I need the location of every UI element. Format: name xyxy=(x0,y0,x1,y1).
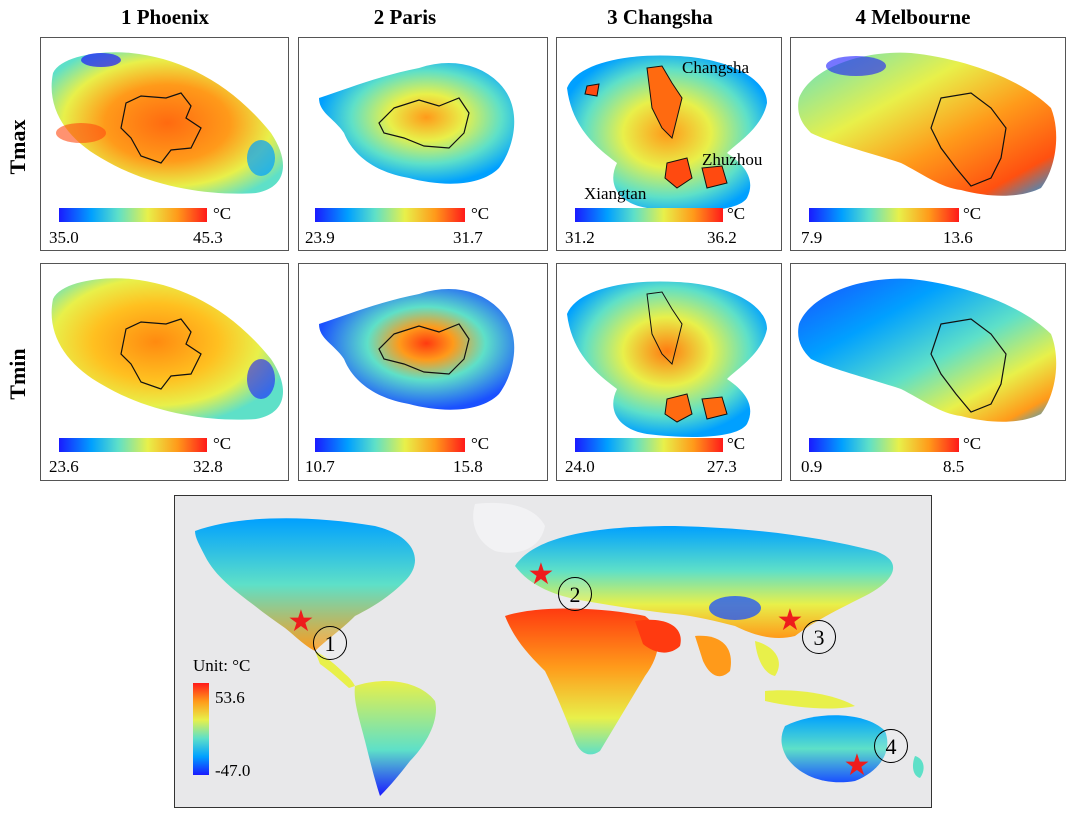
panel-changsha-tmin: °C 24.0 27.3 xyxy=(556,263,782,481)
heatmap-phoenix-tmax xyxy=(51,52,284,194)
max-changsha-tmax: 36.2 xyxy=(707,228,737,247)
panel-melbourne-tmax: °C 7.9 13.6 xyxy=(790,37,1066,251)
world-map: Unit: °C 53.6 -47.0 ★ ★ ★ ★ 1 2 3 4 xyxy=(174,495,932,808)
label-xiangtan: Xiangtan xyxy=(584,184,647,203)
unit-changsha-tmax: °C xyxy=(727,204,746,223)
heatmap-paris-tmin xyxy=(319,289,515,410)
min-phoenix-tmin: 23.6 xyxy=(49,457,79,476)
legend-min: -47.0 xyxy=(215,761,251,780)
max-melbourne-tmin: 8.5 xyxy=(943,457,965,476)
panel-changsha-tmax: Changsha Zhuzhou Xiangtan °C 31.2 36.2 xyxy=(556,37,782,251)
unit-phoenix-tmin: °C xyxy=(213,434,232,453)
heatmap-melbourne-tmax xyxy=(798,52,1057,196)
min-melbourne-tmin: 0.9 xyxy=(801,457,823,476)
unit-phoenix-tmax: °C xyxy=(213,204,232,223)
min-paris-tmin: 10.7 xyxy=(305,457,335,476)
unit-melbourne-tmax: °C xyxy=(963,204,982,223)
row-label-tmin: Tmin xyxy=(5,348,30,400)
unit-changsha-tmin: °C xyxy=(727,434,746,453)
world-heatmap xyxy=(195,502,924,796)
colorbar-melbourne-tmax xyxy=(809,208,959,222)
colorbar-melbourne-tmin xyxy=(809,438,959,452)
heatmap-phoenix-tmin xyxy=(51,278,284,420)
min-melbourne-tmax: 7.9 xyxy=(801,228,823,247)
star-phoenix-icon: ★ xyxy=(287,604,315,639)
label-changsha: Changsha xyxy=(682,58,750,77)
marker-2: 2 xyxy=(558,577,592,611)
min-paris-tmax: 23.9 xyxy=(305,228,335,247)
panel-phoenix-tmin: °C 23.6 32.8 xyxy=(40,263,289,481)
row-label-tmax: Tmax xyxy=(5,119,30,175)
city-title-melbourne: 4 Melbourne xyxy=(855,5,971,29)
colorbar-changsha-tmin xyxy=(575,438,723,452)
panel-phoenix-tmax: °C 35.0 45.3 xyxy=(40,37,289,251)
colorbar-phoenix-tmax xyxy=(59,208,207,222)
unit-paris-tmin: °C xyxy=(471,434,490,453)
colorbar-phoenix-tmin xyxy=(59,438,207,452)
heatmap-changsha-tmin xyxy=(567,281,767,437)
min-changsha-tmax: 31.2 xyxy=(565,228,595,247)
star-changsha-icon: ★ xyxy=(776,603,804,638)
panel-paris-tmax: °C 23.9 31.7 xyxy=(298,37,548,251)
colorbar-paris-tmax xyxy=(315,208,465,222)
heatmap-melbourne-tmin xyxy=(798,278,1057,422)
star-melbourne-icon: ★ xyxy=(843,748,871,783)
max-melbourne-tmax: 13.6 xyxy=(943,228,973,247)
unit-melbourne-tmin: °C xyxy=(963,434,982,453)
legend-colorbar xyxy=(193,683,209,775)
marker-4: 4 xyxy=(874,729,908,763)
max-paris-tmin: 15.8 xyxy=(453,457,483,476)
legend-max: 53.6 xyxy=(215,688,245,707)
max-phoenix-tmin: 32.8 xyxy=(193,457,223,476)
min-changsha-tmin: 24.0 xyxy=(565,457,595,476)
city-title-changsha: 3 Changsha xyxy=(607,5,713,29)
city-title-paris: 2 Paris xyxy=(373,5,437,29)
legend-title: Unit: °C xyxy=(193,656,251,675)
panel-melbourne-tmin: °C 0.9 8.5 xyxy=(790,263,1066,481)
marker-3: 3 xyxy=(802,620,836,654)
label-zhuzhou: Zhuzhou xyxy=(702,150,763,169)
panel-paris-tmin: °C 10.7 15.8 xyxy=(298,263,548,481)
max-paris-tmax: 31.7 xyxy=(453,228,483,247)
heatmap-paris-tmax xyxy=(319,63,515,184)
unit-paris-tmax: °C xyxy=(471,204,490,223)
star-paris-icon: ★ xyxy=(527,557,555,592)
max-changsha-tmin: 27.3 xyxy=(707,457,737,476)
marker-1: 1 xyxy=(313,626,347,660)
min-phoenix-tmax: 35.0 xyxy=(49,228,79,247)
max-phoenix-tmax: 45.3 xyxy=(193,228,223,247)
colorbar-paris-tmin xyxy=(315,438,465,452)
heatmap-changsha-tmax xyxy=(567,55,767,211)
colorbar-changsha-tmax xyxy=(575,208,723,222)
city-title-phoenix: 1 Phoenix xyxy=(120,5,210,29)
